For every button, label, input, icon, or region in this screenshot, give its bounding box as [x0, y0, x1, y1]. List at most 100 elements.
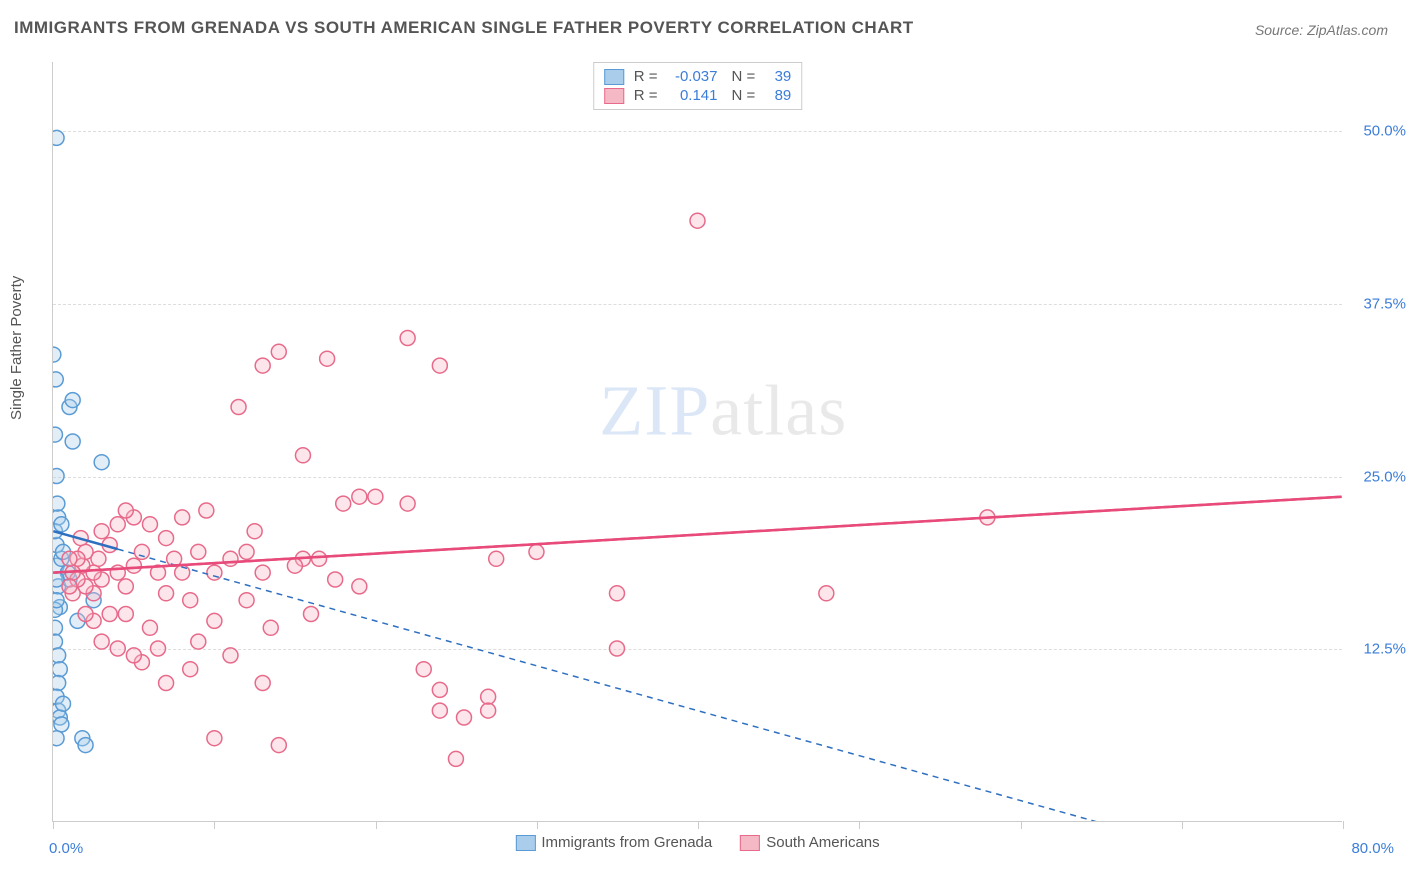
plot-area: ZIPatlas R = -0.037 N = 39 R = 0.141 N =…: [52, 62, 1342, 822]
x-tick-mark: [214, 821, 215, 829]
data-point: [94, 634, 109, 649]
data-point: [223, 551, 238, 566]
data-point: [54, 717, 69, 732]
data-point: [53, 347, 61, 362]
data-point: [481, 703, 496, 718]
data-point: [53, 662, 67, 677]
legend-swatch-grenada-icon: [515, 835, 535, 851]
source-name: ZipAtlas.com: [1307, 22, 1388, 38]
data-point: [247, 524, 262, 539]
x-tick-mark: [1021, 821, 1022, 829]
data-point: [151, 641, 166, 656]
data-point: [53, 648, 66, 663]
data-point: [312, 551, 327, 566]
data-point: [118, 579, 133, 594]
x-tick-mark: [1182, 821, 1183, 829]
data-point: [142, 517, 157, 532]
data-point: [304, 607, 319, 622]
data-point: [207, 613, 222, 628]
data-point: [53, 634, 62, 649]
data-point: [118, 503, 133, 518]
data-point: [53, 372, 63, 387]
data-point: [126, 648, 141, 663]
data-point: [295, 448, 310, 463]
data-point: [207, 565, 222, 580]
legend-stats: R = -0.037 N = 39 R = 0.141 N = 89: [593, 62, 803, 110]
data-point: [368, 489, 383, 504]
data-point: [159, 586, 174, 601]
y-tick-label: 50.0%: [1363, 123, 1406, 140]
trendline-dashed: [118, 549, 1342, 821]
x-tick-mark: [53, 821, 54, 829]
data-point: [239, 593, 254, 608]
data-point: [110, 517, 125, 532]
data-point: [53, 130, 64, 145]
r-value-sa: 0.141: [664, 87, 718, 104]
data-point: [54, 517, 69, 532]
y-tick-label: 37.5%: [1363, 295, 1406, 312]
data-point: [400, 331, 415, 346]
data-point: [271, 738, 286, 753]
data-point: [142, 620, 157, 635]
data-point: [432, 703, 447, 718]
legend-swatch-sa: [604, 88, 624, 104]
legend-item-sa: South Americans: [740, 834, 879, 851]
data-point: [118, 607, 133, 622]
x-tick-mark: [698, 821, 699, 829]
data-point: [53, 620, 62, 635]
data-point: [400, 496, 415, 511]
y-axis-label: Single Father Poverty: [8, 276, 25, 420]
data-point: [94, 455, 109, 470]
data-point: [102, 607, 117, 622]
data-point: [183, 593, 198, 608]
data-point: [53, 731, 64, 746]
data-point: [223, 648, 238, 663]
data-point: [271, 344, 286, 359]
legend-stats-row-sa: R = 0.141 N = 89: [604, 86, 792, 105]
data-point: [336, 496, 351, 511]
data-point: [489, 551, 504, 566]
data-point: [53, 496, 65, 511]
data-point: [56, 696, 71, 711]
data-point: [690, 213, 705, 228]
data-point: [126, 558, 141, 573]
legend-item-grenada: Immigrants from Grenada: [515, 834, 712, 851]
data-point: [78, 607, 93, 622]
legend-series: Immigrants from Grenada South Americans: [515, 834, 879, 851]
data-point: [457, 710, 472, 725]
correlation-chart: IMMIGRANTS FROM GRENADA VS SOUTH AMERICA…: [0, 0, 1406, 892]
data-point: [432, 358, 447, 373]
data-point: [352, 579, 367, 594]
x-tick-min: 0.0%: [49, 840, 83, 857]
trendline-solid: [53, 497, 1341, 573]
data-point: [819, 586, 834, 601]
data-point: [175, 510, 190, 525]
data-point: [53, 469, 64, 484]
x-tick-mark: [859, 821, 860, 829]
r-label: R =: [634, 87, 658, 104]
legend-label-grenada: Immigrants from Grenada: [541, 834, 712, 851]
data-point: [231, 400, 246, 415]
n-value-grenada: 39: [761, 68, 791, 85]
data-point: [207, 731, 222, 746]
n-label: N =: [732, 87, 756, 104]
data-point: [432, 682, 447, 697]
data-point: [328, 572, 343, 587]
data-point: [320, 351, 335, 366]
y-tick-label: 12.5%: [1363, 641, 1406, 658]
source-attribution: Source: ZipAtlas.com: [1255, 22, 1388, 38]
data-point: [53, 593, 64, 608]
data-point: [239, 544, 254, 559]
x-tick-mark: [376, 821, 377, 829]
data-point: [159, 676, 174, 691]
y-tick-label: 25.0%: [1363, 468, 1406, 485]
n-label: N =: [732, 68, 756, 85]
legend-stats-row-grenada: R = -0.037 N = 39: [604, 67, 792, 86]
legend-swatch-sa-icon: [740, 835, 760, 851]
data-point: [53, 676, 66, 691]
legend-swatch-grenada: [604, 69, 624, 85]
data-point: [255, 676, 270, 691]
chart-title: IMMIGRANTS FROM GRENADA VS SOUTH AMERICA…: [14, 18, 914, 38]
data-point: [609, 586, 624, 601]
x-tick-mark: [1343, 821, 1344, 829]
